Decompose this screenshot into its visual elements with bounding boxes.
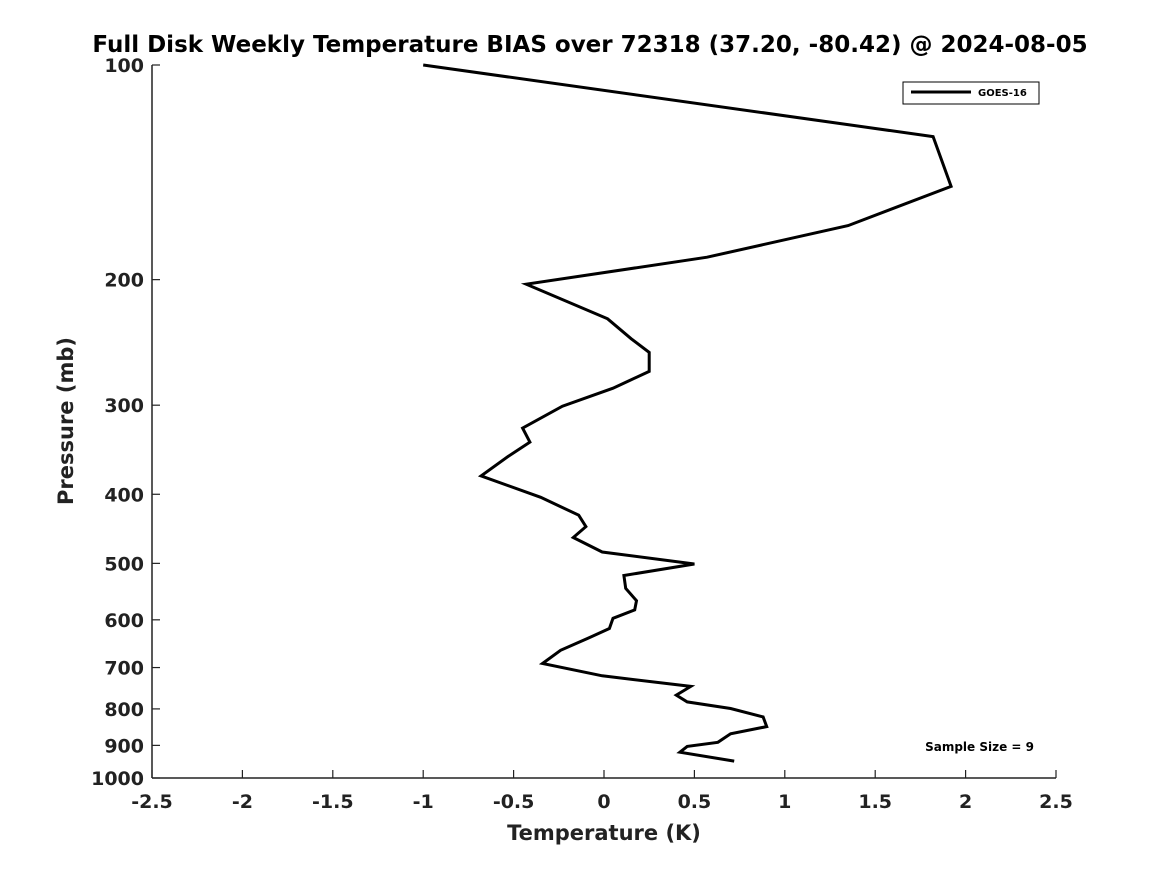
x-axis-ticks: -2.5 -2 -1.5 -1 -0.5 0 0.5 1 1.5 2 2.5 [131, 770, 1073, 813]
legend: GOES-16 [902, 81, 1040, 105]
x-tick-label: 1.5 [858, 791, 892, 813]
y-tick-label: 600 [104, 610, 144, 632]
y-tick-label: 500 [104, 553, 144, 575]
x-tick-label: -2 [232, 791, 253, 813]
legend-label: GOES-16 [978, 88, 1027, 99]
x-tick-label: -1 [413, 791, 434, 813]
x-tick-label: 0 [597, 791, 610, 813]
x-axis-label: Temperature (K) [507, 821, 701, 845]
plot-area [152, 65, 1056, 778]
y-tick-label: 700 [104, 658, 144, 680]
x-tick-label: 1 [778, 791, 791, 813]
x-tick-label: -2.5 [131, 791, 173, 813]
y-tick-label: 200 [104, 270, 144, 292]
x-tick-label: 2.5 [1039, 791, 1073, 813]
y-tick-label: 400 [104, 484, 144, 506]
y-tick-label: 800 [104, 699, 144, 721]
y-tick-label: 300 [104, 395, 144, 417]
series-group [422, 63, 954, 763]
chart-title: Full Disk Weekly Temperature BIAS over 7… [92, 32, 1087, 58]
y-tick-label: 900 [104, 735, 144, 757]
series-line [422, 63, 954, 763]
x-tick-label: 2 [959, 791, 972, 813]
sample-size-annotation: Sample Size = 9 [925, 740, 1034, 754]
x-tick-label: -0.5 [493, 791, 535, 813]
y-axis-ticks: 100 200 300 400 500 600 700 800 900 1000 [91, 55, 160, 790]
x-tick-label: 0.5 [678, 791, 712, 813]
x-tick-label: -1.5 [312, 791, 354, 813]
y-axis-label: Pressure (mb) [54, 337, 78, 505]
y-tick-label: 1000 [91, 768, 144, 790]
y-tick-label: 100 [104, 55, 144, 77]
